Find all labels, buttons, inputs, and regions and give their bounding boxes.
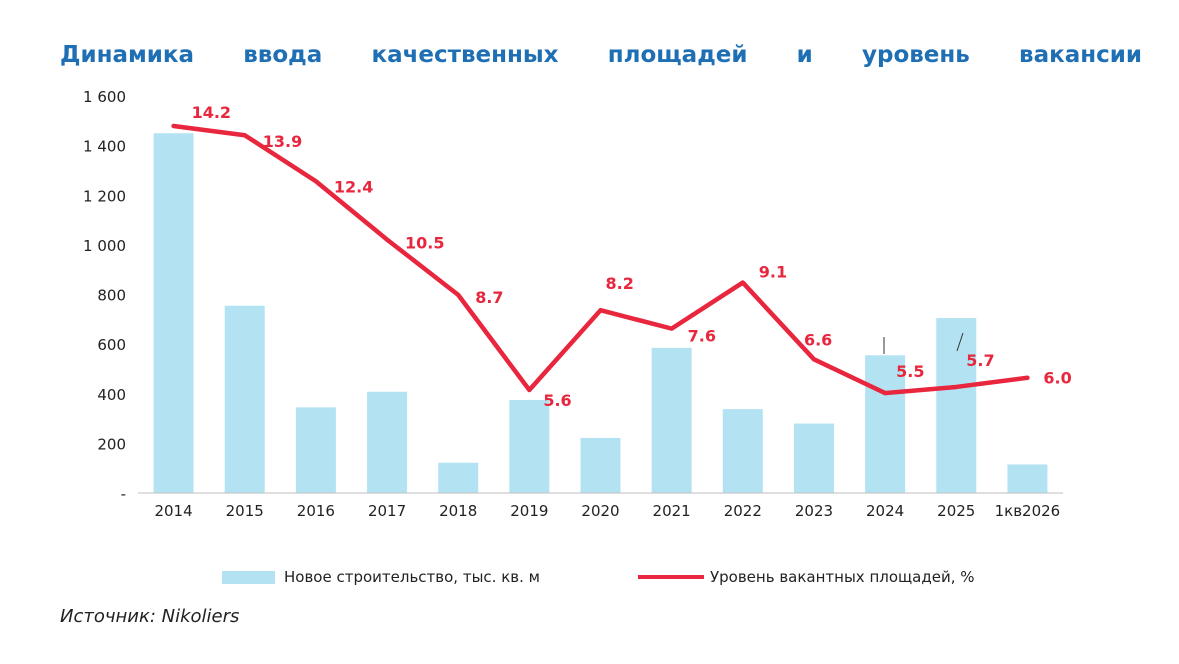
y-tick-label: 1 600 xyxy=(83,88,126,106)
x-tick-label: 2024 xyxy=(866,502,904,520)
label-leader xyxy=(956,332,964,352)
x-tick-label: 2015 xyxy=(226,502,264,520)
x-tick-label: 2019 xyxy=(510,502,548,520)
legend-bar-label: Новое строительство, тыс. кв. м xyxy=(284,568,540,586)
bar xyxy=(438,462,479,493)
data-label: 8.2 xyxy=(606,274,634,293)
y-tick-label: 200 xyxy=(97,435,126,453)
x-tick-label: 1кв2026 xyxy=(995,502,1061,520)
data-label: 6.0 xyxy=(1043,369,1071,388)
bar xyxy=(224,305,265,493)
data-label: 8.7 xyxy=(475,288,503,307)
legend-bar-swatch xyxy=(222,570,275,584)
chart-title: Динамика ввода качественных площадей и у… xyxy=(60,42,1142,68)
bar xyxy=(580,437,621,493)
legend-line: Уровень вакантных площадей, % xyxy=(638,566,974,588)
data-label: 6.6 xyxy=(804,330,832,349)
y-tick-label: 1 000 xyxy=(83,237,126,255)
source-note: Источник: Nikoliers xyxy=(60,606,240,627)
data-label: 12.4 xyxy=(334,177,373,196)
bar xyxy=(153,133,194,493)
data-label: 5.7 xyxy=(966,351,994,370)
data-label: 10.5 xyxy=(405,234,444,253)
data-label: 5.5 xyxy=(896,362,924,381)
bar xyxy=(722,409,763,493)
bar xyxy=(865,355,906,493)
y-tick-label: 1 200 xyxy=(83,187,126,205)
data-label: 7.6 xyxy=(688,327,716,346)
x-tick-label: 2025 xyxy=(937,502,975,520)
x-tick-label: 2021 xyxy=(653,502,691,520)
x-tick-label: 2018 xyxy=(439,502,477,520)
bar xyxy=(1007,464,1048,493)
legend-bars: Новое строительство, тыс. кв. м xyxy=(222,566,540,588)
bar xyxy=(509,399,550,493)
y-tick-label: 400 xyxy=(97,386,126,404)
data-label: 13.9 xyxy=(263,132,302,151)
data-label: 14.2 xyxy=(192,103,231,122)
y-tick-label: 600 xyxy=(97,336,126,354)
data-label: 9.1 xyxy=(759,263,787,282)
x-tick-label: 2016 xyxy=(297,502,335,520)
bar xyxy=(936,318,977,493)
bar xyxy=(295,407,336,493)
x-tick-label: 2020 xyxy=(581,502,619,520)
x-tick-label: 2023 xyxy=(795,502,833,520)
x-tick-label: 2022 xyxy=(724,502,762,520)
y-tick-label: - xyxy=(121,485,126,503)
legend-line-label: Уровень вакантных площадей, % xyxy=(710,568,975,586)
bar xyxy=(651,347,692,493)
vacancy-line xyxy=(171,123,1030,396)
data-label: 5.6 xyxy=(543,391,571,410)
y-tick-label: 1 400 xyxy=(83,138,126,156)
bar xyxy=(793,423,834,493)
x-tick-label: 2017 xyxy=(368,502,406,520)
y-tick-label: 800 xyxy=(97,287,126,305)
bar xyxy=(367,391,408,493)
x-tick-label: 2014 xyxy=(154,502,192,520)
legend-line-swatch xyxy=(638,575,704,579)
